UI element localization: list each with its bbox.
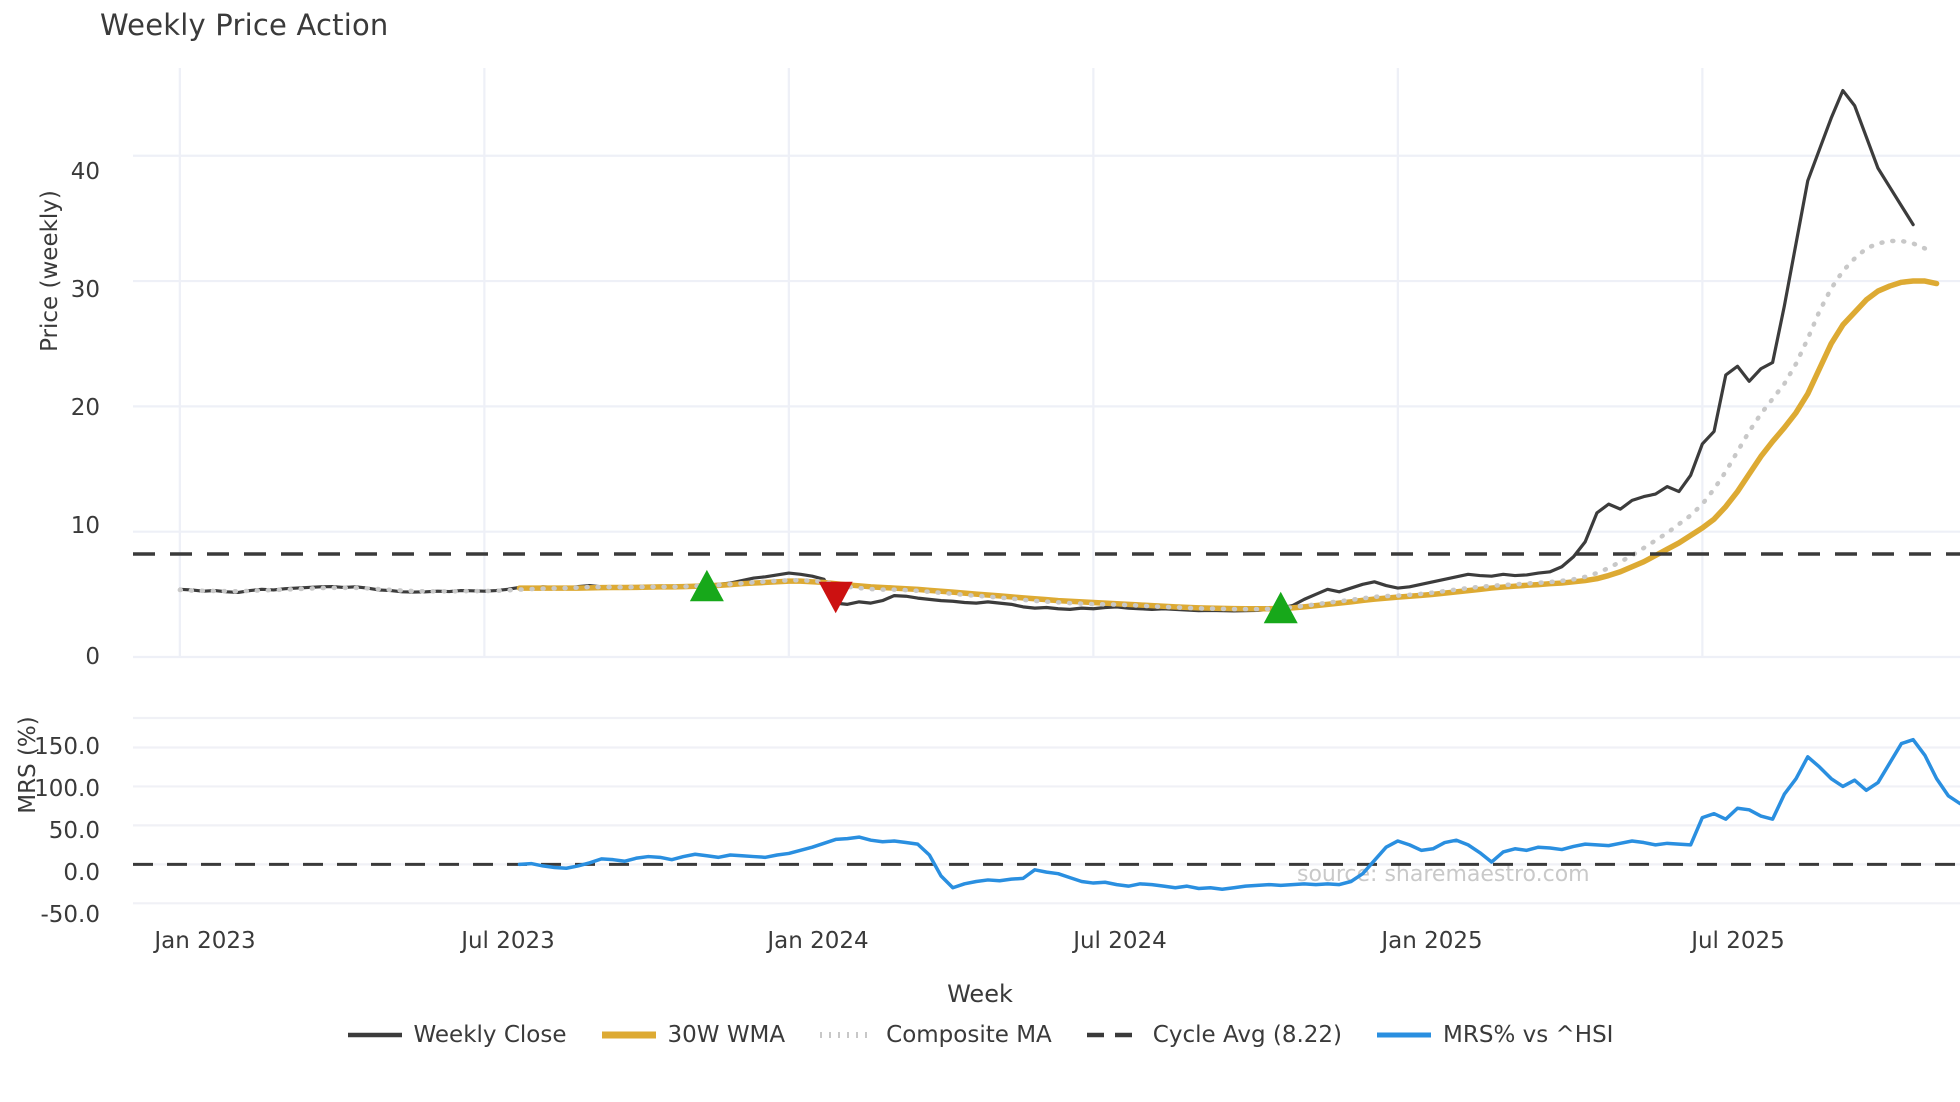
price-ytick-10: 10 — [70, 513, 100, 539]
legend-item-composite-ma[interactable]: Composite MA — [819, 1022, 1052, 1048]
chart-legend: Weekly Close 30W WMA Composite MA Cycle … — [0, 1022, 1960, 1048]
legend-item-30w-wma[interactable]: 30W WMA — [601, 1022, 786, 1048]
mrs-ytick-100: 100.0 — [34, 776, 100, 802]
mrs-ytick-0: 0.0 — [63, 860, 100, 886]
mrs-ytick-50: 50.0 — [48, 818, 100, 844]
xtick-jan-2025: Jan 2025 — [1381, 928, 1483, 954]
legend-label-composite-ma: Composite MA — [886, 1022, 1052, 1048]
legend-label-weekly-close: Weekly Close — [413, 1022, 567, 1048]
legend-item-mrs[interactable]: MRS% vs ^HSI — [1376, 1022, 1613, 1048]
x-axis-label: Week — [947, 980, 1013, 1008]
grid-layer — [133, 68, 1960, 905]
legend-label-cycle-avg: Cycle Avg (8.22) — [1152, 1022, 1343, 1048]
weekly-close-swatch-icon — [347, 1032, 402, 1038]
mrs-ytick-neg50: -50.0 — [40, 902, 100, 928]
xtick-jul-2023: Jul 2023 — [461, 928, 555, 954]
xtick-jan-2023: Jan 2023 — [154, 928, 256, 954]
wma-swatch-icon — [601, 1031, 656, 1039]
price-ytick-30: 30 — [70, 277, 100, 303]
trade-marker-layer — [689, 569, 1298, 624]
mrs-swatch-icon — [1377, 1032, 1432, 1038]
xtick-jan-2024: Jan 2024 — [767, 928, 869, 954]
price-series-layer — [133, 88, 1960, 613]
price-ytick-40: 40 — [70, 159, 100, 185]
legend-label-30w-wma: 30W WMA — [667, 1022, 786, 1048]
price-ytick-20: 20 — [70, 395, 100, 421]
composite-ma-swatch-icon — [820, 1032, 875, 1038]
chart-title: Weekly Price Action — [100, 8, 389, 42]
mrs-ytick-150: 150.0 — [34, 734, 100, 760]
legend-item-weekly-close[interactable]: Weekly Close — [347, 1022, 567, 1048]
price-ytick-0: 0 — [85, 644, 100, 670]
legend-item-cycle-avg[interactable]: Cycle Avg (8.22) — [1086, 1022, 1342, 1048]
mrs-series-layer — [133, 737, 1960, 892]
xtick-jul-2025: Jul 2025 — [1691, 928, 1785, 954]
legend-label-mrs: MRS% vs ^HSI — [1443, 1022, 1614, 1048]
cycle-avg-swatch-icon — [1086, 1032, 1141, 1038]
xtick-jul-2024: Jul 2024 — [1073, 928, 1167, 954]
